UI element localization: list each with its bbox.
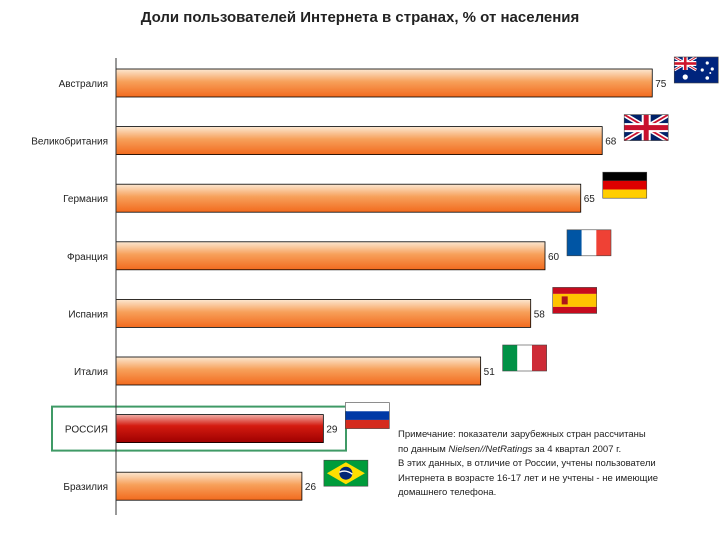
australia-flag-icon: [673, 56, 719, 84]
footnote-line-1: Примечание: показатели зарубежных стран …: [398, 429, 646, 440]
bar-7: [115, 471, 303, 501]
bar-2: [115, 183, 582, 213]
category-label: РОССИЯ: [65, 425, 108, 436]
russia-flag-icon: [345, 402, 390, 429]
italy-flag-icon: [502, 344, 547, 372]
category-label: Франция: [67, 252, 108, 263]
value-label: 65: [584, 194, 596, 205]
value-label: 26: [305, 482, 317, 493]
bar-russia: [115, 414, 324, 444]
bar-3: [115, 241, 546, 271]
bar-0: [115, 68, 653, 98]
footnote-line-4: Интернета в возрасте 16-17 лет и не учте…: [398, 472, 659, 484]
value-label: 60: [548, 252, 560, 263]
value-label: 75: [655, 79, 667, 90]
category-label: Великобритания: [31, 136, 108, 148]
footnote: Примечание: показатели зарубежных стран …: [398, 428, 716, 501]
france-flag-icon: [566, 229, 612, 257]
brazil-flag-icon: [323, 459, 369, 487]
category-label: Австралия: [59, 79, 108, 90]
category-label: Италия: [74, 367, 108, 378]
value-label: 29: [326, 425, 338, 436]
uk-flag-icon: [623, 114, 669, 141]
category-label: Германия: [63, 194, 108, 205]
bar-4: [115, 298, 532, 328]
bar-5: [115, 356, 482, 386]
spain-flag-icon: [552, 287, 598, 314]
value-label: 51: [484, 367, 496, 378]
chart-title: Доли пользователей Интернета в странах, …: [140, 9, 580, 26]
value-label: 68: [605, 137, 617, 148]
value-label: 58: [534, 309, 546, 320]
germany-flag-icon: [602, 171, 648, 199]
footnote-source: Nielsen//NetRatings: [448, 443, 533, 455]
footnote-line-3: В этих данных, в отличие от России, учте…: [398, 458, 656, 470]
category-label: Испания: [68, 309, 108, 320]
footnote-line-5: домашнего телефона.: [398, 487, 497, 499]
category-label: Бразилия: [63, 482, 108, 493]
bar-1: [115, 126, 603, 155]
footnote-line-2: по данным Nielsen//NetRatings за 4 кварт…: [398, 443, 622, 455]
